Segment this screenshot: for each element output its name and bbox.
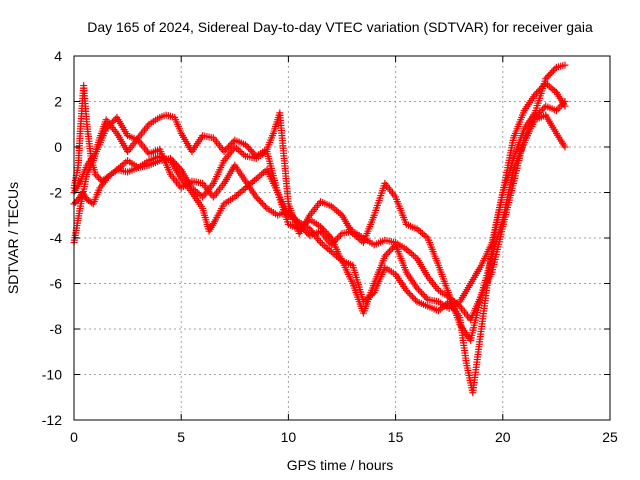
data-point	[327, 241, 335, 249]
series-track-c	[70, 61, 569, 397]
data-point	[260, 201, 268, 209]
data-point	[95, 174, 103, 182]
data-point	[554, 105, 562, 113]
x-tick-label: 20	[495, 429, 511, 445]
data-point	[546, 70, 554, 78]
data-point	[405, 290, 413, 298]
data-point	[548, 68, 556, 76]
data-point	[384, 249, 392, 257]
x-tick-label: 15	[388, 429, 404, 445]
data-point	[543, 73, 551, 81]
series-track-d	[70, 109, 569, 344]
data-point	[402, 286, 410, 294]
data-point	[418, 289, 426, 297]
x-axis-label: GPS time / hours	[287, 457, 394, 473]
data-point	[549, 67, 557, 75]
data-point	[561, 143, 569, 151]
y-tick-label: 4	[54, 48, 62, 64]
data-point	[242, 141, 250, 149]
data-point	[226, 141, 234, 149]
data-point	[335, 233, 343, 241]
data-point	[404, 288, 412, 296]
grid	[74, 56, 610, 420]
data-point	[223, 144, 231, 152]
data-point	[408, 293, 416, 301]
data-point	[249, 149, 257, 157]
data-point	[531, 91, 539, 99]
data-point	[407, 291, 415, 299]
y-tick-label: -10	[42, 367, 62, 383]
data-point	[220, 148, 228, 156]
data-point	[545, 72, 553, 79]
data-point	[332, 236, 340, 244]
data-point	[261, 203, 269, 211]
data-point	[551, 65, 559, 73]
data-point	[542, 75, 550, 83]
y-tick-label: -2	[50, 185, 63, 201]
data-point	[258, 200, 266, 208]
data-point	[539, 105, 547, 113]
data-point	[333, 234, 341, 242]
data-point	[561, 98, 569, 105]
data-point	[248, 147, 256, 155]
y-tick-label: 2	[54, 94, 62, 110]
x-tick-label: 10	[281, 429, 297, 445]
data-point	[228, 139, 236, 147]
data-point	[222, 146, 230, 154]
data-point	[561, 61, 569, 69]
data-point	[421, 292, 429, 300]
x-tick-label: 5	[177, 429, 185, 445]
y-tick-label: -4	[50, 230, 63, 246]
data-point	[336, 231, 344, 239]
data-point	[387, 246, 395, 254]
chart-title: Day 165 of 2024, Sidereal Day-to-day VTE…	[87, 19, 593, 35]
data-point	[255, 196, 263, 204]
data-point	[415, 286, 423, 294]
y-axis-label: SDTVAR / TECUs	[5, 182, 21, 294]
x-tick-label: 0	[70, 429, 78, 445]
data-point	[410, 294, 418, 302]
data-point	[110, 117, 118, 125]
data-point	[412, 296, 420, 304]
x-axis: 0 5 10 15 20 25	[70, 56, 618, 445]
data-point	[246, 146, 254, 154]
data-point	[422, 294, 430, 302]
series-track-a	[70, 79, 569, 317]
data-point	[382, 251, 390, 259]
data-point	[252, 193, 260, 201]
data-point	[303, 228, 311, 236]
data-point	[416, 287, 424, 295]
data-point	[111, 167, 119, 175]
data-point	[91, 170, 99, 178]
data-point	[413, 284, 421, 292]
data-point	[381, 252, 389, 260]
y-axis: -12 -10 -8 -6 -4 -2 0 2 4	[42, 48, 610, 428]
data-point	[93, 172, 101, 180]
y-tick-label: -8	[50, 321, 63, 337]
data-point	[245, 144, 253, 152]
y-tick-label: -12	[42, 412, 62, 428]
data-point	[329, 239, 337, 247]
data-point	[385, 247, 393, 255]
x-tick-label: 25	[602, 429, 618, 445]
y-tick-label: -6	[50, 276, 63, 292]
plot-marks	[70, 61, 569, 397]
data-point	[419, 291, 427, 299]
data-point	[243, 142, 251, 150]
data-point	[257, 198, 265, 206]
data-point	[254, 195, 262, 203]
data-point	[389, 244, 397, 252]
data-point	[225, 143, 233, 151]
data-point	[330, 238, 338, 246]
y-tick-label: 0	[54, 139, 62, 155]
